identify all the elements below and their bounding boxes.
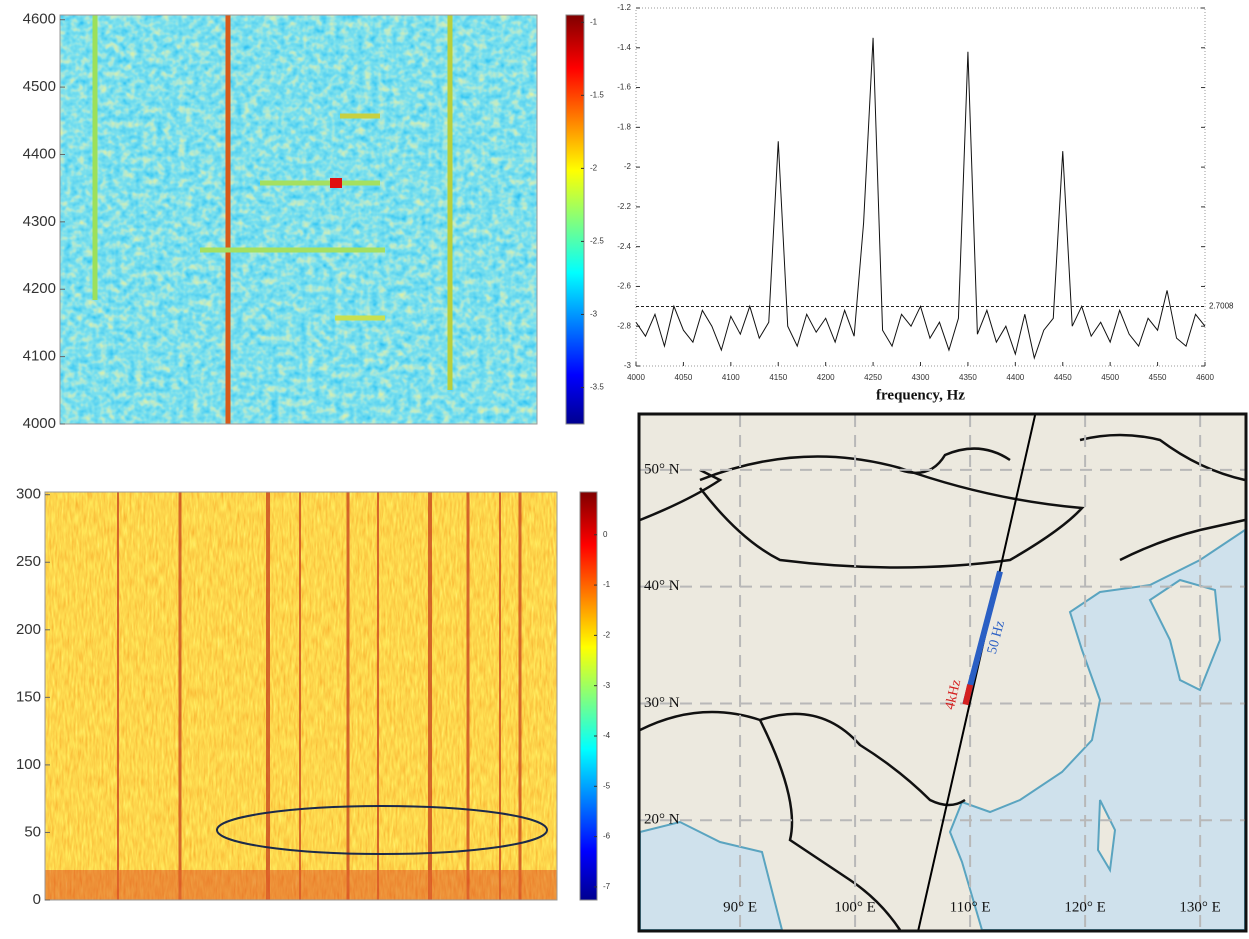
satellite-track: [917, 414, 1037, 931]
x-tick-label: 4200: [817, 373, 835, 382]
heatmap-cells: [60, 15, 537, 424]
y-tick-label: -2.8: [617, 321, 631, 330]
x-tick-label: 120° E: [1064, 899, 1105, 915]
y-tick-label: -3: [624, 361, 632, 370]
y-tick-label: 50: [24, 823, 41, 840]
colorbar-tick-label: -2: [603, 630, 611, 639]
x-tick-label: 4350: [959, 373, 977, 382]
x-tick-label: 4400: [1006, 373, 1024, 382]
y-tick-label: 0: [33, 891, 41, 908]
segment-label: 4kHz: [943, 678, 964, 711]
y-tick-label: 4400: [23, 145, 56, 162]
y-tick-label: 4100: [23, 348, 56, 365]
y-tick-label: 300: [16, 486, 41, 503]
colorbar-tick-label: -1: [590, 17, 598, 26]
y-tick-label: -2: [624, 162, 632, 171]
colorbar-tick-label: -6: [603, 832, 611, 841]
y-tick-label: 4200: [23, 280, 56, 297]
track-segment: [962, 684, 974, 706]
x-tick-label: 4050: [675, 373, 693, 382]
x-tick-label: 4600: [1196, 373, 1214, 382]
threshold-label: 2.7008: [1209, 302, 1234, 311]
y-tick-label: 4000: [23, 415, 56, 432]
colorbar-tick-label: 0: [603, 530, 608, 539]
plot-frame: [59, 14, 538, 425]
y-tick-label: -1.4: [617, 43, 631, 52]
colorbar: [565, 14, 585, 425]
y-tick-label: 20° N: [644, 812, 680, 828]
colorbar-tick-label: -3: [590, 310, 598, 319]
x-tick-label: 4150: [769, 373, 787, 382]
map-land: [1148, 578, 1222, 692]
x-tick-label: 130° E: [1179, 899, 1220, 915]
x-tick-label: 4000: [627, 373, 645, 382]
y-tick-label: 4300: [23, 213, 56, 230]
y-tick-label: 4600: [23, 11, 56, 28]
y-tick-label: 30° N: [644, 695, 680, 711]
y-tick-label: -2.2: [617, 202, 631, 211]
y-tick-label: 50° N: [644, 461, 680, 477]
colorbar-tick-label: -1: [603, 580, 611, 589]
y-tick-label: 250: [16, 553, 41, 570]
y-tick-label: 4500: [23, 78, 56, 95]
colorbar-tick-label: -1.5: [590, 90, 604, 99]
x-tick-label: 100° E: [834, 899, 875, 915]
plot-frame: [44, 491, 558, 901]
heatmap-features: [92, 15, 453, 424]
x-tick-label: 110° E: [950, 899, 991, 915]
y-tick-label: 40° N: [644, 578, 680, 594]
y-tick-label: -1.2: [617, 3, 631, 12]
x-tick-label: 4450: [1054, 373, 1072, 382]
y-tick-label: 150: [16, 688, 41, 705]
colorbar-tick-label: -2.5: [590, 237, 604, 246]
x-tick-label: 4100: [722, 373, 740, 382]
x-tick-label: 4550: [1149, 373, 1167, 382]
x-tick-label: 4250: [864, 373, 882, 382]
y-tick-label: 200: [16, 621, 41, 638]
colorbar-tick-label: -2: [590, 163, 598, 172]
spectrum-line: [635, 37, 1206, 360]
x-tick-label: 4300: [912, 373, 930, 382]
x-tick-label: 4500: [1101, 373, 1119, 382]
track-segment: [962, 570, 1003, 705]
colorbar: [579, 491, 598, 901]
highlight-ellipse: [216, 805, 548, 855]
heatmap-features: [45, 492, 557, 900]
colorbar-tick-label: -5: [603, 781, 611, 790]
y-tick-label: -2.4: [617, 242, 631, 251]
y-tick-label: 100: [16, 756, 41, 773]
plot-frame: [635, 7, 1206, 367]
y-tick-label: -2.6: [617, 282, 631, 291]
map-frame: [637, 412, 1248, 933]
x-axis-label: frequency, Hz: [876, 387, 965, 403]
y-tick-label: -1.8: [617, 122, 631, 131]
colorbar-tick-label: -4: [603, 731, 611, 740]
y-tick-label: -1.6: [617, 83, 631, 92]
colorbar-tick-label: -7: [603, 882, 611, 891]
colorbar-tick-label: -3.5: [590, 383, 604, 392]
x-tick-label: 90° E: [723, 899, 757, 915]
colorbar-tick-label: -3: [603, 681, 611, 690]
